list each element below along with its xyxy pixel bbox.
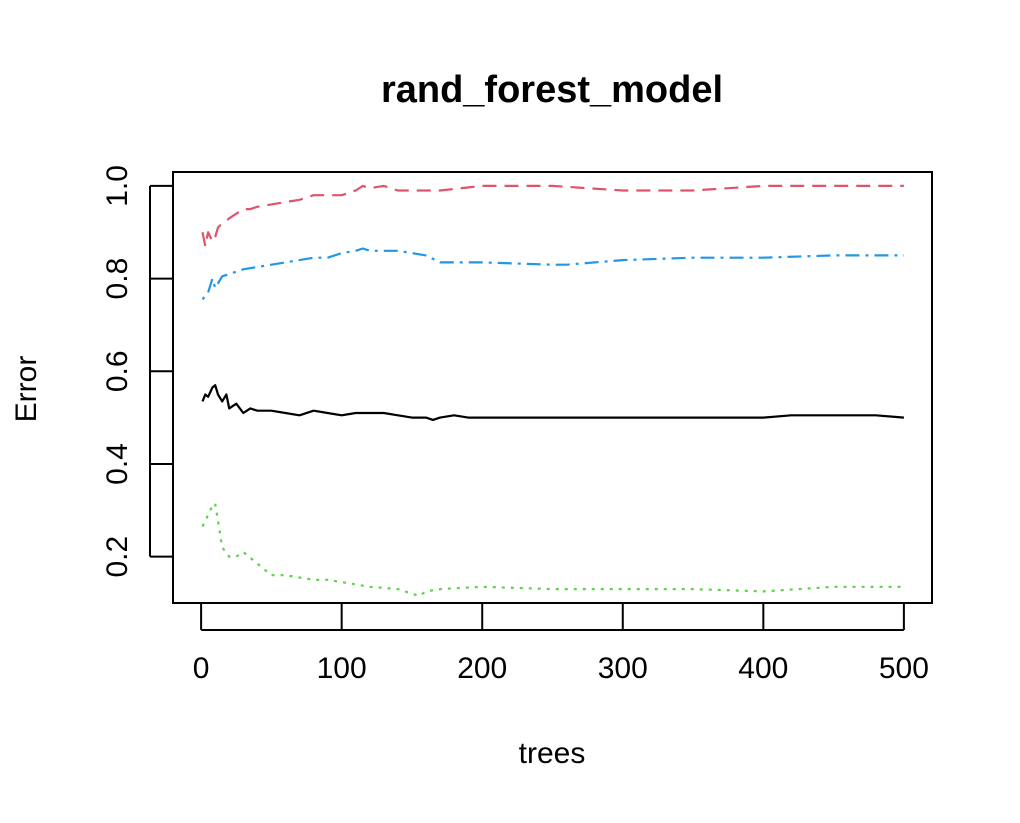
series-line-3 [201,502,904,598]
series-line-1 [201,384,904,421]
x-tick-label: 400 [738,652,788,685]
series-layer [201,184,904,598]
y-tick-label: 0.6 [101,350,134,392]
series-line-4 [201,247,904,301]
y-tick-label: 0.4 [101,443,134,485]
y-axis-title: Error [10,356,43,423]
x-tick-label: 500 [879,652,929,685]
y-tick-label: 1.0 [101,165,134,207]
x-tick-label: 200 [457,652,507,685]
chart-title: rand_forest_model [381,69,723,111]
x-axis-title: trees [519,737,586,770]
series-line-2 [201,184,904,248]
x-tick-label: 100 [317,652,367,685]
x-tick-label: 0 [193,652,210,685]
y-tick-label: 0.8 [101,258,134,300]
x-tick-label: 300 [598,652,648,685]
plot-frame [172,171,933,604]
y-axis: 0.2 0.4 0.6 0.8 1.0 [101,165,173,578]
x-axis: 0 100 200 300 400 500 [193,603,929,685]
y-tick-label: 0.2 [101,536,134,578]
